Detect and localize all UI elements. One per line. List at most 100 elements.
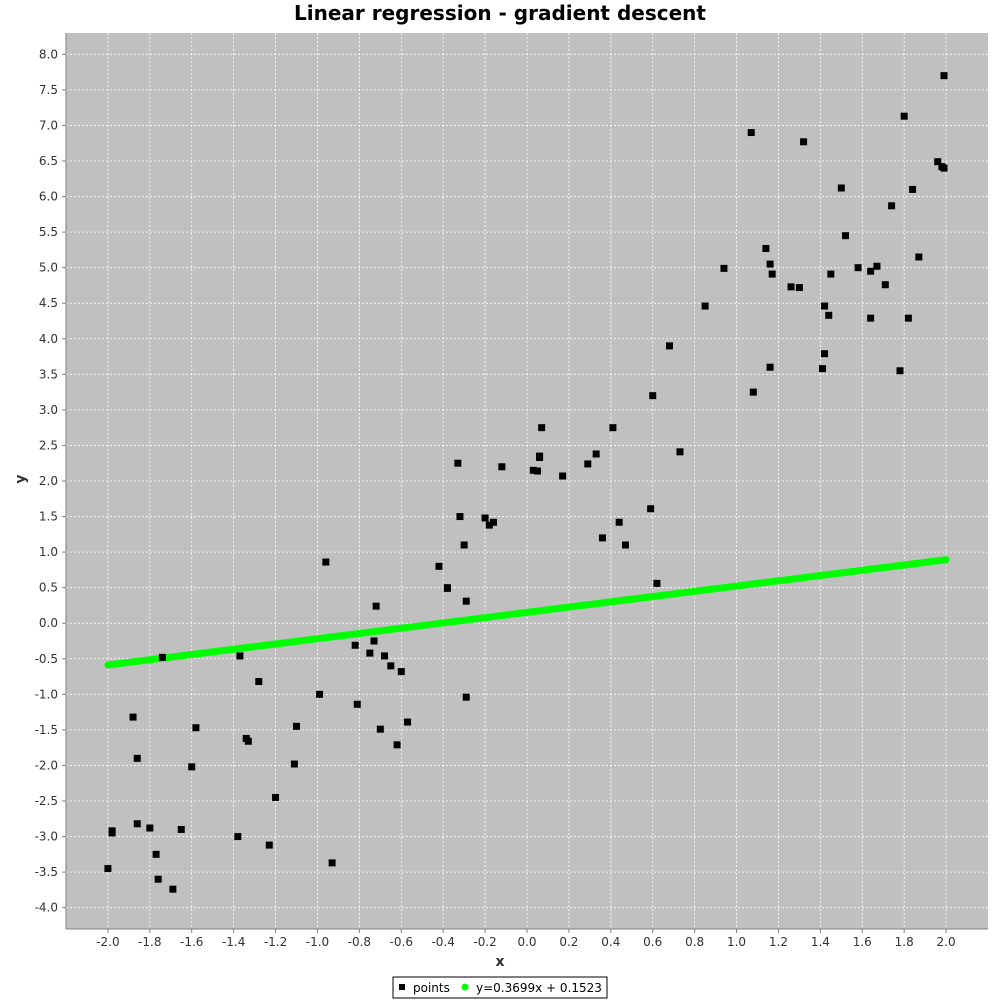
data-point [896, 367, 904, 375]
data-point [821, 302, 829, 310]
data-point [290, 760, 298, 768]
data-point [825, 311, 833, 319]
x-tick-label: -1.8 [138, 935, 161, 949]
y-tick-label: -3.0 [35, 830, 58, 844]
x-tick-label: 0.4 [601, 935, 620, 949]
data-point [940, 164, 948, 172]
x-axis-ticks: -2.0 -1.8 -1.6 -1.4 -1.2 -1.0 -0.8 -0.6 -0.4 -0.2… [96, 929, 956, 949]
data-point [462, 693, 470, 701]
y-tick-label: 5.0 [39, 261, 58, 275]
data-point [900, 112, 908, 120]
data-point [842, 232, 850, 240]
data-point [481, 514, 489, 522]
data-point [372, 602, 380, 610]
x-tick-label: -1.0 [306, 935, 329, 949]
legend-points-marker [399, 984, 405, 990]
x-tick-label: 1.2 [769, 935, 788, 949]
y-tick-label: 7.0 [39, 118, 58, 132]
data-point [133, 820, 141, 828]
data-point [158, 653, 166, 661]
x-tick-label: -2.0 [96, 935, 119, 949]
data-point [795, 284, 803, 292]
y-tick-label: 2.0 [39, 474, 58, 488]
data-point [867, 314, 875, 322]
x-tick-label: 1.4 [811, 935, 830, 949]
data-point [353, 700, 361, 708]
data-point [188, 763, 196, 771]
y-tick-label: 4.5 [39, 296, 58, 310]
data-point [146, 824, 154, 832]
data-point [940, 72, 948, 80]
data-point [498, 463, 506, 471]
data-point [351, 641, 359, 649]
y-axis-label: y [13, 474, 29, 483]
x-tick-label: 0.2 [559, 935, 578, 949]
data-point [615, 518, 623, 526]
y-tick-label: 5.5 [39, 225, 58, 239]
data-point [529, 466, 537, 474]
data-point [867, 267, 875, 275]
x-tick-label: 2.0 [937, 935, 956, 949]
data-point [584, 460, 592, 468]
legend-line-marker [461, 983, 469, 991]
data-point [747, 129, 755, 137]
data-point [559, 472, 567, 480]
data-point [649, 392, 657, 400]
data-point [768, 270, 776, 278]
data-point [435, 562, 443, 570]
data-point [934, 158, 942, 166]
data-point [169, 885, 177, 893]
x-tick-label: 1.0 [727, 935, 746, 949]
data-point [316, 690, 324, 698]
data-point [381, 652, 389, 660]
data-point [154, 875, 162, 883]
data-point [152, 850, 160, 858]
data-point [462, 597, 470, 605]
data-point [909, 185, 917, 193]
data-point [538, 424, 546, 432]
data-point [443, 584, 451, 592]
data-point [129, 713, 137, 721]
y-tick-label: -2.0 [35, 758, 58, 772]
data-point [370, 637, 378, 645]
x-tick-label: -0.2 [473, 935, 496, 949]
y-tick-label: -1.5 [35, 723, 58, 737]
data-point [800, 138, 808, 146]
data-point [854, 264, 862, 272]
y-tick-label: 0.0 [39, 616, 58, 630]
data-point [376, 725, 384, 733]
data-point [818, 365, 826, 373]
x-tick-label: -0.6 [390, 935, 413, 949]
data-point [234, 833, 242, 841]
y-tick-label: 7.5 [39, 83, 58, 97]
data-point [821, 350, 829, 358]
data-point [749, 388, 757, 396]
y-tick-label: 1.5 [39, 510, 58, 524]
x-tick-label: -1.4 [222, 935, 245, 949]
regression-line [104, 556, 950, 669]
data-point [720, 264, 728, 272]
points-series [104, 72, 948, 893]
legend-box [392, 976, 608, 999]
y-tick-label: 1.0 [39, 545, 58, 559]
data-point [701, 302, 709, 310]
legend-points-label: points [413, 981, 450, 995]
data-point [265, 841, 273, 849]
data-point [762, 244, 770, 252]
data-point [244, 737, 252, 745]
data-point [621, 541, 629, 549]
data-point [293, 722, 300, 730]
legend-line-label: y=0.3699x + 0.1523 [476, 981, 602, 995]
y-tick-label: 8.0 [39, 47, 58, 61]
y-tick-label: -4.0 [35, 901, 58, 915]
data-point [397, 668, 405, 676]
data-point [653, 579, 661, 587]
data-point [915, 253, 923, 261]
data-point [533, 467, 541, 475]
data-point [904, 314, 912, 322]
y-tick-label: 6.5 [39, 154, 58, 168]
y-tick-label: 3.0 [39, 403, 58, 417]
data-point [485, 521, 493, 529]
data-point [255, 678, 263, 686]
